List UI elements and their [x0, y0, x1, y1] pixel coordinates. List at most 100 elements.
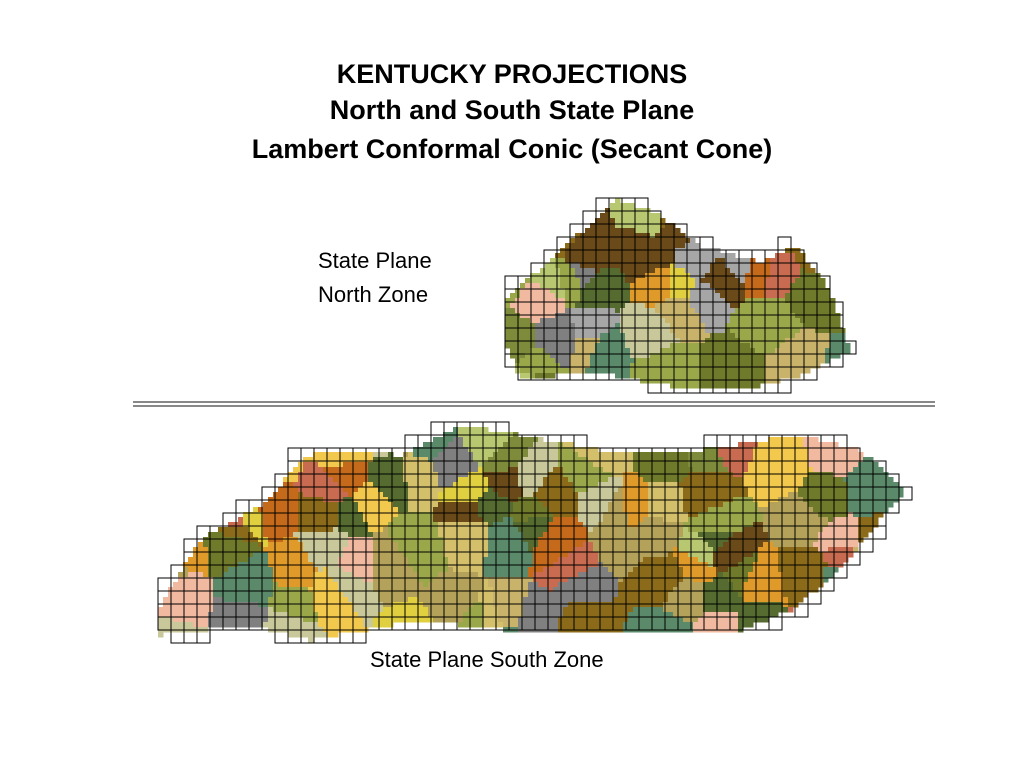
county-fill — [668, 542, 674, 548]
county-fill — [713, 502, 719, 508]
county-fill — [683, 452, 689, 458]
county-fill — [525, 348, 531, 354]
county-fill — [740, 263, 746, 269]
county-fill — [810, 348, 816, 354]
county-fill — [733, 542, 739, 548]
county-fill — [590, 328, 596, 334]
county-fill — [303, 527, 309, 533]
county-fill — [398, 477, 404, 483]
county-fill — [453, 527, 459, 533]
county-fill — [610, 298, 616, 304]
county-fill — [528, 467, 534, 473]
county-fill — [613, 537, 619, 543]
county-fill — [720, 318, 726, 324]
county-fill — [660, 268, 666, 274]
county-fill — [383, 462, 389, 468]
county-fill — [338, 552, 344, 558]
county-fill — [765, 298, 771, 304]
county-fill — [833, 462, 839, 468]
county-fill — [843, 512, 849, 518]
county-fill — [483, 532, 489, 538]
county-fill — [373, 542, 379, 548]
county-fill — [438, 442, 444, 448]
county-fill — [763, 482, 769, 488]
county-fill — [630, 308, 636, 314]
county-fill — [543, 552, 549, 558]
county-fill — [618, 512, 624, 518]
county-fill — [725, 378, 731, 384]
county-fill — [720, 313, 726, 319]
county-fill — [735, 358, 741, 364]
county-fill — [585, 308, 591, 314]
county-fill — [798, 502, 804, 508]
county-fill — [543, 547, 549, 553]
county-fill — [303, 502, 309, 508]
county-fill — [573, 492, 579, 498]
county-fill — [318, 542, 324, 548]
county-fill — [728, 517, 734, 523]
county-fill — [448, 457, 454, 463]
county-fill — [343, 452, 349, 458]
county-fill — [538, 507, 544, 513]
county-fill — [238, 527, 244, 533]
county-fill — [660, 258, 666, 264]
county-fill — [653, 477, 659, 483]
county-fill — [738, 527, 744, 533]
county-fill — [683, 507, 689, 513]
county-fill — [373, 472, 379, 478]
county-fill — [863, 487, 869, 493]
county-fill — [548, 507, 554, 513]
county-fill — [593, 552, 599, 558]
county-fill — [538, 442, 544, 448]
county-fill — [600, 298, 606, 304]
county-fill — [328, 542, 334, 548]
county-fill — [408, 492, 414, 498]
county-fill — [468, 552, 474, 558]
county-fill — [588, 487, 594, 493]
county-fill — [323, 492, 329, 498]
county-fill — [328, 472, 334, 478]
county-fill — [575, 233, 581, 239]
county-fill — [653, 522, 659, 528]
county-fill — [765, 313, 771, 319]
county-fill — [620, 323, 626, 329]
county-fill — [758, 467, 764, 473]
county-fill — [615, 318, 621, 324]
county-fill — [830, 353, 836, 359]
county-fill — [560, 283, 566, 289]
county-fill — [770, 283, 776, 289]
county-fill — [560, 258, 566, 264]
county-fill — [833, 442, 839, 448]
county-fill — [673, 472, 679, 478]
county-fill — [468, 477, 474, 483]
county-fill — [735, 293, 741, 299]
county-fill — [783, 527, 789, 533]
county-fill — [600, 368, 606, 374]
county-fill — [635, 213, 641, 219]
county-fill — [755, 303, 761, 309]
county-fill — [473, 457, 479, 463]
county-fill — [638, 527, 644, 533]
county-fill — [453, 462, 459, 468]
county-fill — [423, 507, 429, 513]
county-fill — [218, 532, 224, 538]
county-fill — [660, 253, 666, 259]
county-fill — [293, 537, 299, 543]
county-fill — [763, 502, 769, 508]
county-fill — [783, 437, 789, 443]
county-fill — [643, 487, 649, 493]
county-fill — [318, 522, 324, 528]
county-fill — [630, 268, 636, 274]
county-fill — [518, 532, 524, 538]
county-fill — [708, 452, 714, 458]
county-fill — [668, 472, 674, 478]
county-fill — [488, 447, 494, 453]
county-fill — [670, 373, 676, 379]
county-fill — [780, 328, 786, 334]
county-fill — [583, 532, 589, 538]
county-fill — [690, 353, 696, 359]
county-fill — [528, 447, 534, 453]
county-fill — [698, 547, 704, 553]
county-fill — [735, 328, 741, 334]
county-fill — [640, 378, 646, 384]
